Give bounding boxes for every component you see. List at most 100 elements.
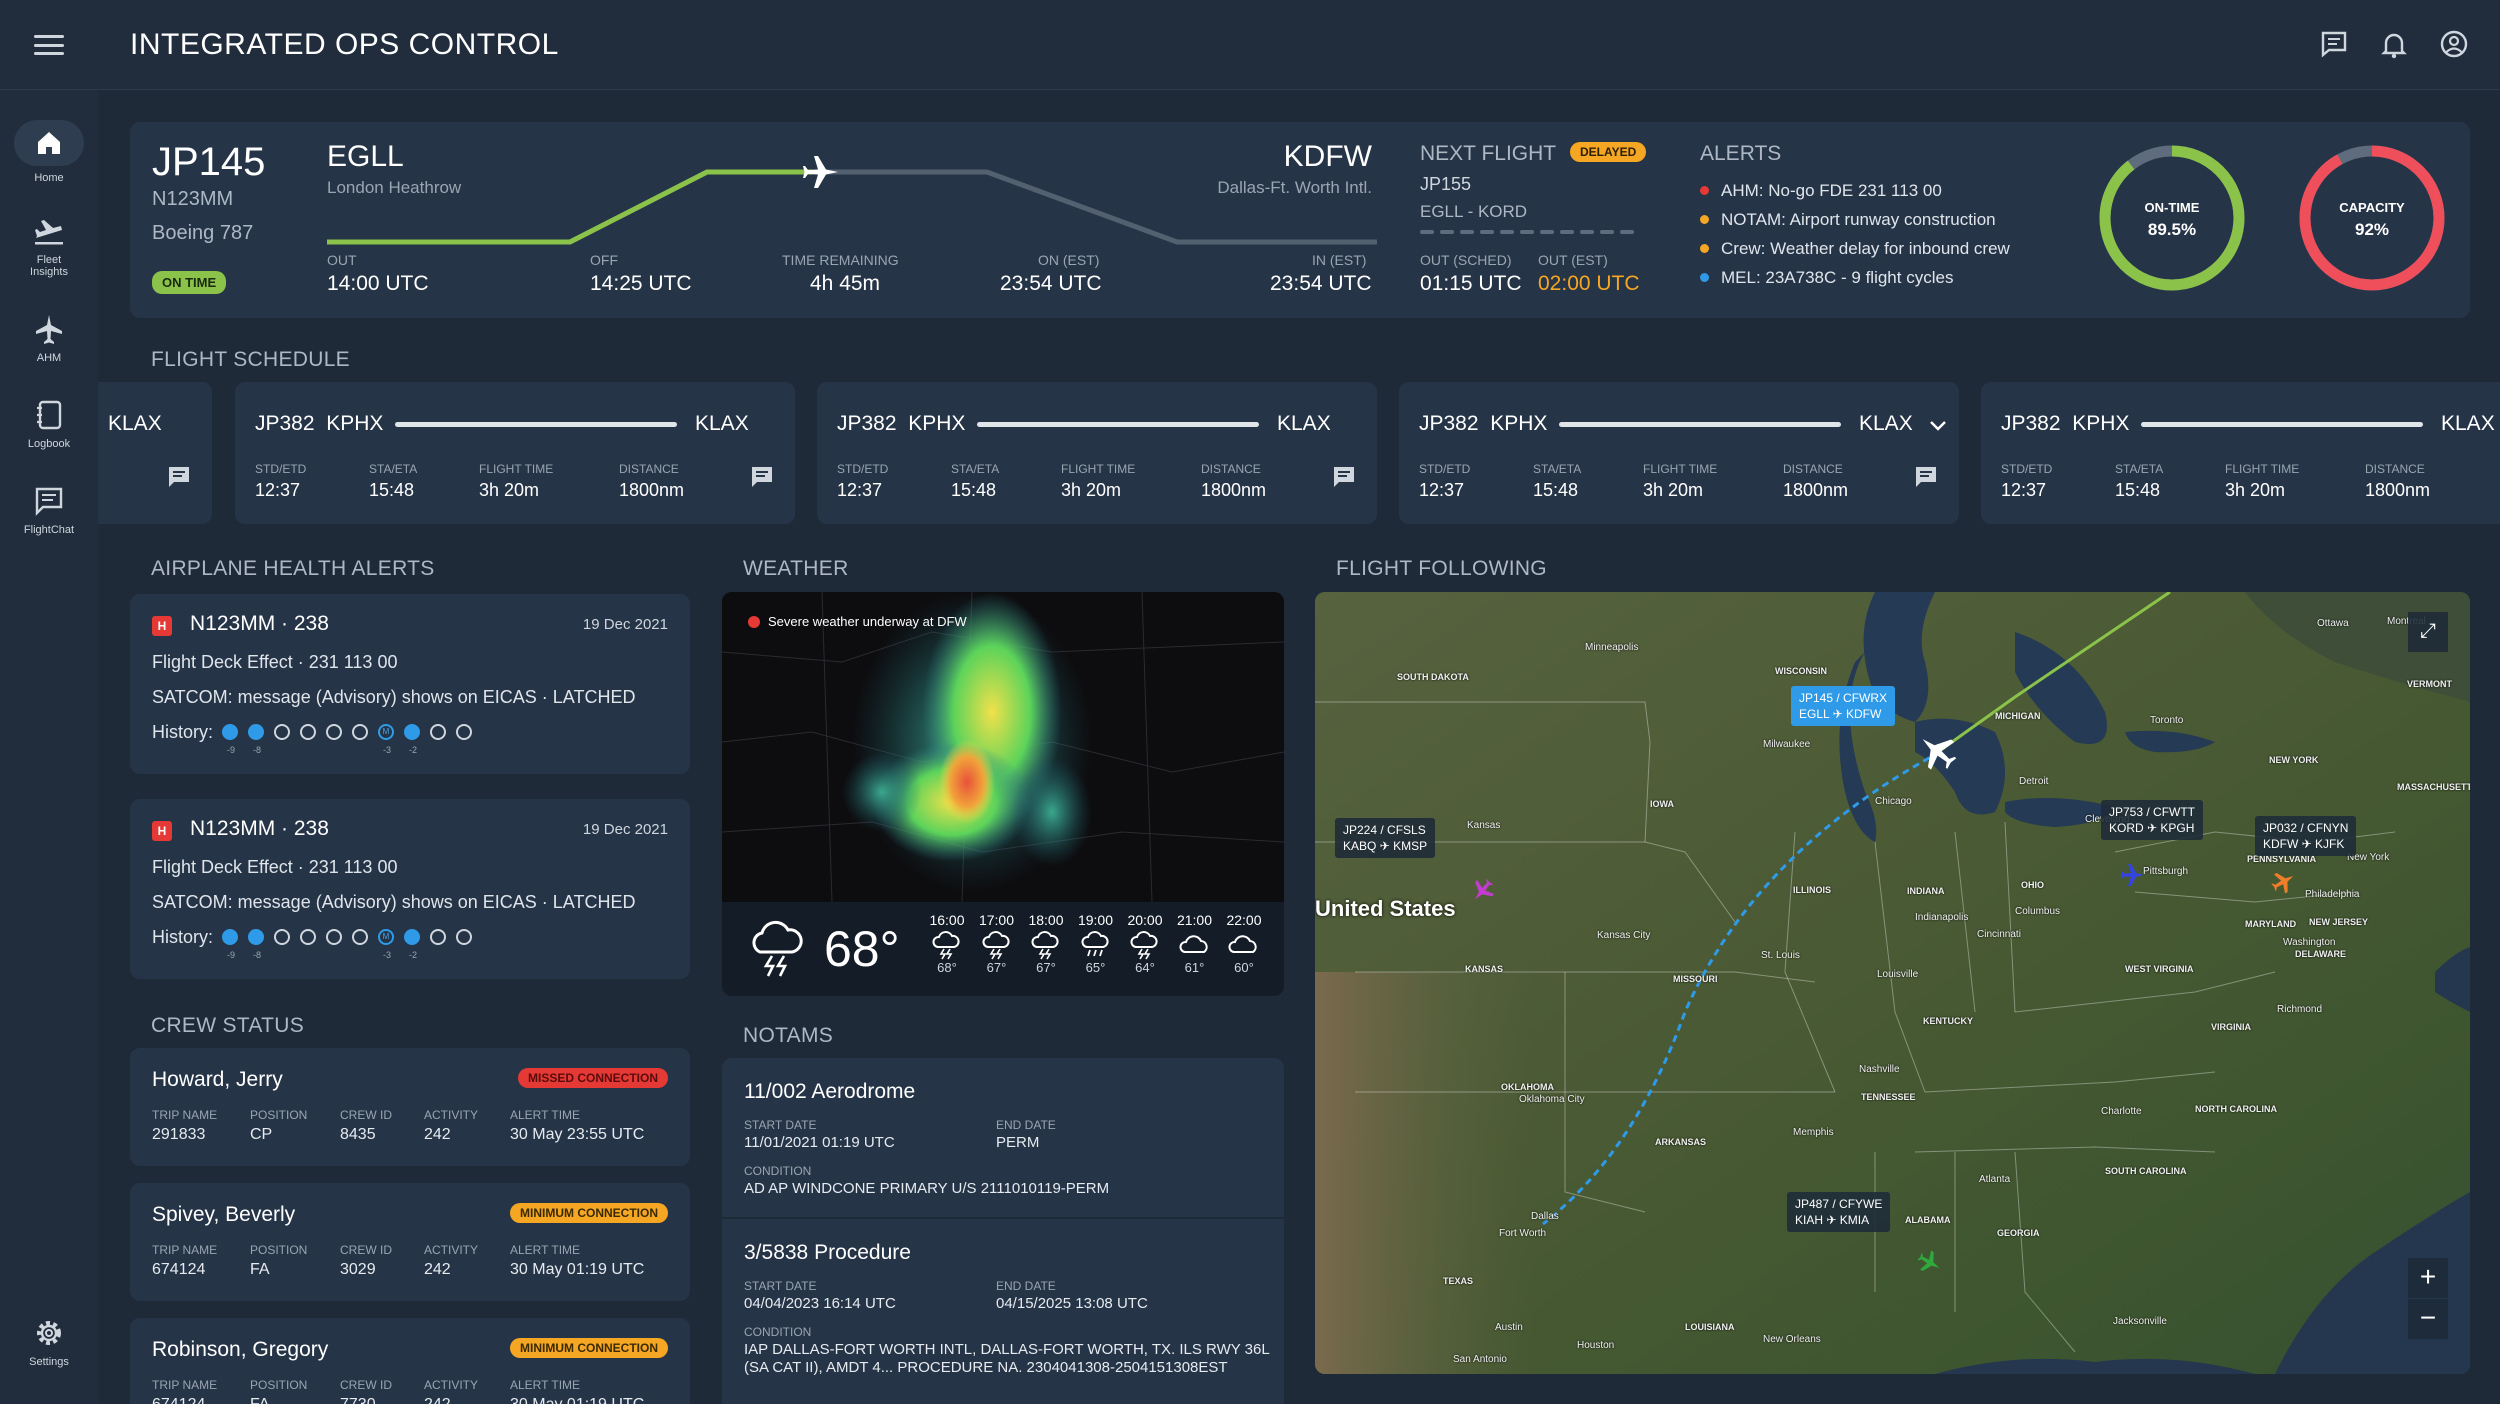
- crew-card[interactable]: Robinson, Gregory MINIMUM CONNECTION TRIP …: [130, 1318, 690, 1404]
- city-label: Detroit: [2019, 776, 2049, 787]
- distance-value: 1800nm: [1783, 480, 1849, 500]
- history-dot[interactable]: [430, 929, 446, 945]
- airplane-icon[interactable]: [2268, 866, 2299, 897]
- flight-time-value: 3h 20m: [2225, 480, 2286, 500]
- airplane-icon[interactable]: [1467, 875, 1499, 907]
- alert-time-value: 30 May 01:19 UTC: [510, 1261, 645, 1278]
- history-dot[interactable]: [352, 724, 368, 740]
- sta-label: STA/ETA: [2115, 462, 2164, 476]
- crew-card[interactable]: Howard, Jerry MISSED CONNECTION TRIP NAME 2…: [130, 1048, 690, 1166]
- distance-value: 1800nm: [2365, 480, 2431, 500]
- history-dot[interactable]: -2: [404, 929, 420, 960]
- std-label: STD/ETD: [255, 462, 307, 476]
- weather-card: Severe weather underway at DFW 68° 16:00…: [722, 592, 1284, 996]
- expand-icon[interactable]: ⤢: [2408, 612, 2448, 652]
- nav-logbook[interactable]: Logbook: [0, 398, 98, 450]
- history-dot[interactable]: [274, 929, 290, 945]
- flight-following-map[interactable]: SOUTH DAKOTA IOWA ILLINOIS INDIANA OHIO …: [1315, 592, 2470, 1374]
- history-dot[interactable]: -2: [404, 724, 420, 755]
- schedule-card[interactable]: JP382 KPHX KLAX STD/ETD 12:37 STA/ETA 15:48 FL…: [1981, 382, 2500, 524]
- schedule-card-partial[interactable]: KLAX: [98, 382, 212, 524]
- flight-tag[interactable]: JP145 / CFWRX EGLL ✈ KDFW: [1791, 686, 1896, 726]
- history-dot[interactable]: -9: [222, 929, 238, 960]
- notam-start: 11/01/2021 01:19 UTC: [744, 1134, 895, 1151]
- airplane-icon[interactable]: [1914, 1247, 1945, 1278]
- nav-flightchat[interactable]: FlightChat: [0, 484, 98, 536]
- schedule-progress-bar: [1559, 422, 1841, 427]
- zoom-in-button[interactable]: +: [2408, 1258, 2448, 1298]
- alert-item[interactable]: NOTAM: Airport runway construction: [1700, 205, 2010, 234]
- trip-label: TRIP NAME: [152, 1378, 218, 1392]
- schedule-card[interactable]: JP382 KPHX KLAX STD/ETD 12:37 STA/ETA 15:48 FL…: [817, 382, 1377, 524]
- history-dot[interactable]: [326, 724, 342, 740]
- flight-tag[interactable]: JP032 / CFNYN KDFW ✈ KJFK: [2255, 816, 2357, 856]
- history-dot[interactable]: [456, 929, 472, 945]
- airplane-icon[interactable]: [1911, 725, 1963, 777]
- user-circle-icon[interactable]: [2438, 28, 2470, 60]
- chat-icon[interactable]: [166, 464, 192, 490]
- schedule-progress-bar: [977, 422, 1259, 427]
- off-label: OFF: [590, 252, 618, 268]
- flight-tag[interactable]: JP487 / CFYWE KIAH ✈ KMIA: [1787, 1192, 1891, 1232]
- gauge-value: 92%: [2354, 220, 2390, 239]
- region-label: DELAWARE: [2295, 949, 2347, 959]
- chat-icon[interactable]: [1331, 464, 1357, 490]
- flight-tag-line1: JP032 / CFNYN: [2263, 821, 2349, 835]
- logbook-icon: [37, 400, 62, 430]
- health-alert-card[interactable]: H N123MM · 238 19 Dec 2021 Flight Deck Effe…: [130, 799, 690, 979]
- history-dot[interactable]: M -3: [378, 724, 394, 755]
- notam-start-label: START DATE: [744, 1279, 817, 1293]
- history-dot[interactable]: [456, 724, 472, 740]
- bell-icon[interactable]: [2378, 28, 2410, 60]
- nav-fleet-insights[interactable]: Fleet Insights: [0, 214, 98, 278]
- airplane-icon[interactable]: [2121, 864, 2144, 886]
- history-dot[interactable]: M -3: [378, 929, 394, 960]
- schedule-card[interactable]: JP382 KPHX KLAX STD/ETD 12:37 STA/ETA 15:48 FL…: [235, 382, 795, 524]
- severity-badge: H: [152, 616, 172, 636]
- nav-settings[interactable]: Settings: [0, 1316, 98, 1368]
- chat-icon[interactable]: [749, 464, 775, 490]
- history-dot[interactable]: -8: [248, 929, 264, 960]
- history-dot[interactable]: -8: [248, 724, 264, 755]
- alert-time-value: 30 May 23:55 UTC: [510, 1126, 645, 1143]
- next-flight-label: NEXT FLIGHT: [1420, 142, 1557, 165]
- city-label: Atlanta: [1979, 1174, 2011, 1185]
- alert-item[interactable]: AHM: No-go FDE 231 113 00: [1700, 176, 2010, 205]
- city-label: Toronto: [2150, 715, 2184, 726]
- map-canvas[interactable]: [1315, 592, 2470, 1374]
- weather-alert-text: Severe weather underway at DFW: [768, 614, 967, 629]
- forecast-hour: 20:00 64°: [1120, 912, 1170, 975]
- history-dot[interactable]: [352, 929, 368, 945]
- off-time: 14:25 UTC: [590, 272, 692, 295]
- chat-icon[interactable]: [2318, 28, 2350, 60]
- health-message: SATCOM: message (Advisory) shows on EICA…: [152, 892, 636, 912]
- alert-item[interactable]: MEL: 23A738C - 9 flight cycles: [1700, 263, 2010, 292]
- schedule-card[interactable]: JP382 KPHX KLAX STD/ETD 12:37 STA/ETA 15:48 FL…: [1399, 382, 1959, 524]
- crew-card[interactable]: Spivey, Beverly MINIMUM CONNECTION TRIP NA…: [130, 1183, 690, 1301]
- region-label: WISCONSIN: [1775, 666, 1828, 676]
- history-dot[interactable]: [300, 929, 316, 945]
- history-dot[interactable]: [300, 724, 316, 740]
- activity-value: 242: [424, 1126, 451, 1143]
- city-label: Philadelphia: [2305, 889, 2360, 900]
- flight-tag[interactable]: JP224 / CFSLS KABQ ✈ KMSP: [1335, 818, 1436, 858]
- menu-icon[interactable]: [34, 30, 64, 60]
- nav-ahm[interactable]: AHM: [0, 312, 98, 364]
- health-alert-card[interactable]: H N123MM · 238 19 Dec 2021 Flight Deck Effe…: [130, 594, 690, 774]
- forecast-temp: 60°: [1234, 960, 1254, 975]
- history-dot[interactable]: [326, 929, 342, 945]
- chevron-down-icon[interactable]: [1929, 420, 1947, 432]
- weather-radar[interactable]: [722, 592, 1284, 902]
- flight-tag[interactable]: JP753 / CFWTT KORD ✈ KPGH: [2101, 800, 2204, 840]
- alert-item[interactable]: Crew: Weather delay for inbound crew: [1700, 234, 2010, 263]
- history-dot[interactable]: -9: [222, 724, 238, 755]
- flight-number: JP145: [152, 140, 266, 184]
- history-dot[interactable]: [430, 724, 446, 740]
- current-flight-card[interactable]: JP145 N123MM Boeing 787 ON TIME EGLL Lon…: [130, 122, 2470, 318]
- zoom-out-button[interactable]: −: [2408, 1299, 2448, 1339]
- notam-title: 3/5838 Procedure: [744, 1241, 911, 1264]
- history-dot[interactable]: [274, 724, 290, 740]
- chat-icon[interactable]: [1913, 464, 1939, 490]
- nav-home[interactable]: Home: [0, 120, 98, 184]
- cloud-icon: [1178, 935, 1208, 953]
